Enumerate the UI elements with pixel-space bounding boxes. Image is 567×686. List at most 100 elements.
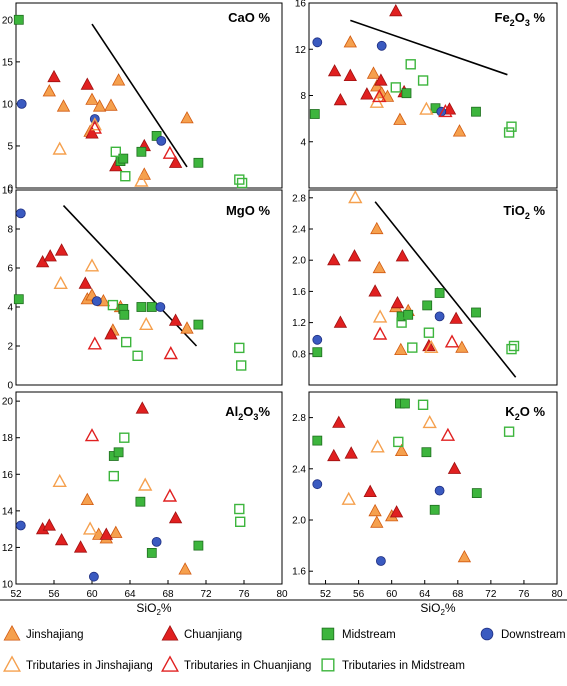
y-tick-label: 5 (7, 141, 13, 152)
data-point (374, 73, 388, 86)
series-trib_chuanjiang (87, 336, 178, 360)
y-tick-label: 2.4 (292, 464, 306, 475)
data-point (389, 505, 404, 518)
data-point (78, 276, 92, 289)
data-point (395, 249, 410, 262)
data-point (13, 294, 24, 305)
legend-item-downstream: Downstream (480, 627, 566, 641)
data-point (134, 173, 149, 187)
data-point (327, 448, 341, 462)
data-point (168, 313, 183, 326)
series-trib_jinshajiang (53, 258, 154, 330)
data-point (366, 66, 381, 79)
data-point (452, 124, 467, 137)
data-point (162, 145, 178, 159)
data-point (434, 311, 445, 322)
data-point (341, 491, 356, 505)
legend-marker (161, 624, 179, 641)
series-midstream (13, 294, 204, 330)
data-point (54, 532, 69, 546)
data-point (372, 309, 388, 323)
data-point (80, 492, 94, 506)
series-trib_jinshajiang (52, 473, 153, 535)
data-point (118, 153, 129, 164)
legend-item-chuanjiang: Chuanjiang (161, 624, 242, 641)
series-trib_midstream (107, 299, 247, 371)
x-axis-title: SiO2% (420, 601, 455, 617)
data-point (180, 111, 194, 124)
data-point (429, 504, 440, 515)
y-tick-label: 2.4 (292, 225, 306, 236)
y-tick-label: 1.6 (292, 567, 306, 578)
data-point (503, 127, 515, 138)
data-point (457, 549, 472, 563)
legend-marker (480, 627, 494, 641)
data-point (471, 488, 482, 499)
data-point (193, 319, 204, 330)
data-point (53, 275, 68, 289)
data-point (91, 296, 102, 307)
data-point (15, 208, 26, 219)
data-point (327, 253, 341, 266)
x-tick-label: 72 (200, 589, 212, 600)
data-point (312, 435, 323, 446)
data-point (80, 77, 94, 90)
x-tick-label: 80 (276, 589, 288, 600)
legend-label: Tributaries in Jinshajiang (26, 660, 153, 672)
panel-title: Fe2O3 % (495, 10, 546, 28)
data-point (327, 64, 342, 77)
data-point (424, 339, 439, 353)
panel-mgo: 0 2 4 6 8 10 MgO % (2, 186, 283, 392)
plot-frame (308, 391, 558, 585)
data-point (132, 350, 143, 361)
y-tick-label: 4 (300, 137, 306, 148)
data-point (368, 503, 382, 517)
y-tick-label: 20 (2, 397, 14, 408)
series-jinshajiang (370, 221, 469, 356)
data-point (168, 511, 183, 524)
data-point (84, 428, 100, 442)
data-point (370, 221, 384, 235)
trend-line (350, 19, 508, 76)
y-tick-label: 12 (295, 45, 307, 56)
data-point (120, 336, 132, 348)
y-tick-label: 10 (2, 580, 14, 591)
y-tick-label: 1.6 (292, 287, 306, 298)
y-tick-label: 6 (7, 264, 13, 275)
data-point (193, 540, 204, 551)
plot-frame (15, 2, 283, 189)
data-point (506, 121, 517, 132)
data-point (375, 556, 386, 566)
y-tick-label: 2 (7, 342, 13, 353)
x-tick-label: 64 (419, 589, 431, 600)
data-point (434, 288, 445, 298)
series-trib_jinshajiang (52, 117, 149, 187)
data-point (399, 398, 410, 409)
data-point (162, 488, 178, 502)
data-point (89, 571, 99, 582)
data-point (234, 516, 246, 527)
data-point (455, 340, 469, 353)
data-point (47, 69, 61, 83)
panel-tio2: 0.8 1.2 1.6 2.0 2.4 2.8 TiO2 % (292, 189, 558, 386)
legend-marker (3, 655, 21, 672)
data-point (370, 515, 384, 528)
x-tick-label: 68 (162, 589, 174, 600)
series-chuanjiang (327, 249, 463, 352)
data-point (146, 302, 157, 312)
series-trib_chuanjiang (372, 326, 460, 348)
data-point (309, 109, 320, 119)
data-point (234, 342, 245, 354)
series-downstream (312, 37, 447, 117)
data-point (178, 562, 192, 575)
data-point (333, 315, 348, 328)
data-point (151, 537, 162, 547)
data-point (390, 82, 401, 93)
legend-item-trib_jinshajiang: Tributaries in Jinshajiang (3, 655, 153, 672)
panel-k2o: 1.6 2.0 2.4 2.8 52 56 60 64 68 72 76 80 SiO2% K2O % (292, 391, 563, 617)
data-point (393, 436, 404, 448)
data-point (42, 84, 56, 97)
x-tick-label: 76 (238, 589, 250, 600)
data-point (56, 99, 71, 112)
